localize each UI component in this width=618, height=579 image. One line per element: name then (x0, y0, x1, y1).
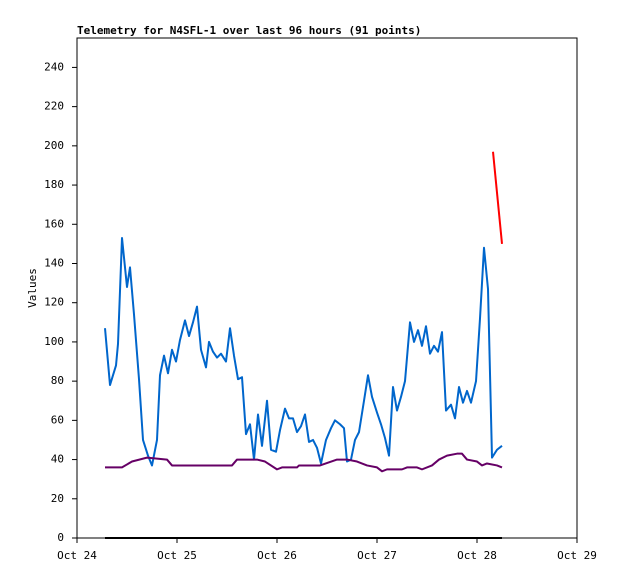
y-tick-label: 200 (44, 139, 64, 152)
series-line (492, 151, 503, 244)
x-tick-label: Oct 27 (357, 549, 397, 562)
y-tick-label: 160 (44, 217, 64, 230)
x-tick-label: Oct 28 (457, 549, 497, 562)
y-tick-label: 60 (51, 413, 64, 426)
y-tick-label: 240 (44, 60, 64, 73)
y-tick-label: 180 (44, 178, 64, 191)
x-tick-label: Oct 26 (257, 549, 297, 562)
series-line (105, 452, 503, 473)
y-tick-label: 140 (44, 256, 64, 269)
series-line (104, 237, 503, 467)
x-tick-label: Oct 25 (157, 549, 197, 562)
y-tick-label: 0 (57, 531, 64, 544)
y-tick-label: 120 (44, 296, 64, 309)
y-tick-label: 220 (44, 100, 64, 113)
y-tick-label: 100 (44, 335, 64, 348)
x-tick-label: Oct 29 (557, 549, 597, 562)
y-tick-label: 40 (51, 453, 64, 466)
y-axis-label: Values (26, 268, 39, 308)
x-tick-label: Oct 24 (57, 549, 97, 562)
chart-title: Telemetry for N4SFL-1 over last 96 hours… (77, 24, 421, 37)
y-tick-label: 80 (51, 374, 64, 387)
y-tick-label: 20 (51, 492, 64, 505)
